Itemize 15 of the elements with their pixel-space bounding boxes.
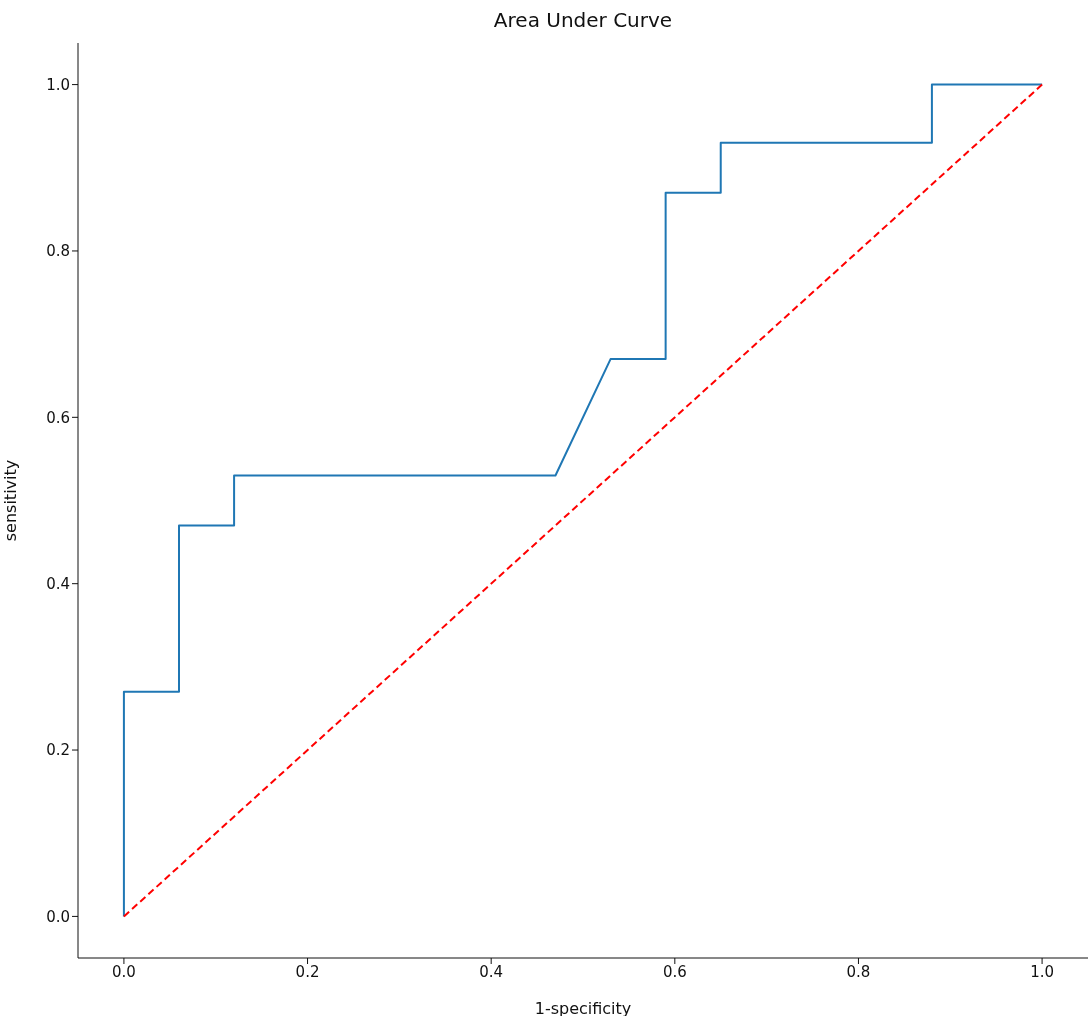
- y-tick-label: 0.8: [46, 242, 70, 261]
- y-tick-label: 0.2: [46, 741, 70, 760]
- x-tick-label: 0.8: [846, 962, 871, 981]
- y-tick-label: 0.0: [46, 907, 70, 926]
- chart-title: Area Under Curve: [492, 8, 674, 32]
- y-tick-label: 0.4: [46, 575, 70, 594]
- y-tick-label: 0.6: [46, 408, 70, 427]
- x-tick-label: 0.2: [295, 962, 320, 981]
- y-tick-label: 1.0: [46, 75, 70, 94]
- x-tick-label: 1.0: [1030, 962, 1055, 981]
- y-axis-title: sensitivity: [0, 459, 20, 542]
- x-tick-label: 0.4: [479, 962, 504, 981]
- line-series: [122, 83, 1044, 918]
- x-tick-label: 0.6: [662, 962, 687, 981]
- x-tick-label: 0.0: [111, 962, 136, 981]
